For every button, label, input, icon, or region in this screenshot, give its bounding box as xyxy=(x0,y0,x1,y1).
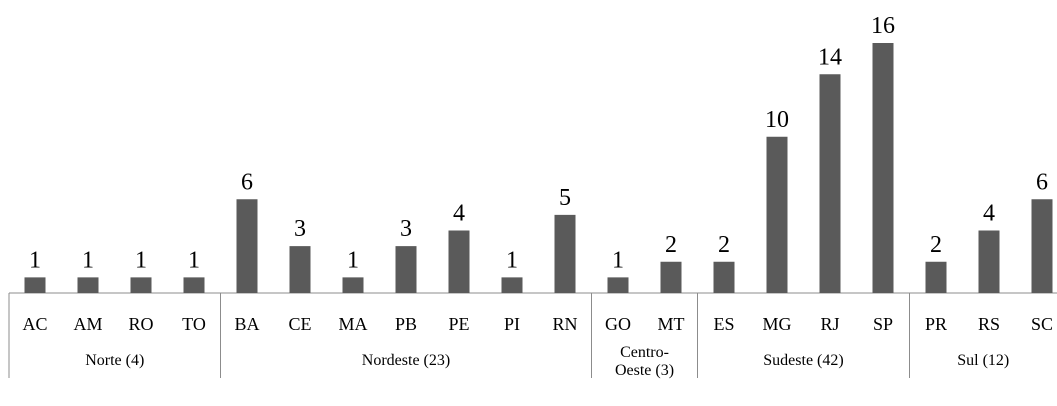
bar-rj xyxy=(819,74,841,293)
data-label-es: 2 xyxy=(718,232,730,258)
data-label-rn: 5 xyxy=(559,185,571,211)
group-label-2-line0: Centro- xyxy=(620,344,669,361)
bar-sc xyxy=(1031,199,1053,293)
data-label-rj: 14 xyxy=(818,44,842,70)
group-label-0: Norte (4) xyxy=(85,352,144,369)
bar-ba xyxy=(236,199,258,293)
tick-label-am: AM xyxy=(73,314,102,334)
data-label-am: 1 xyxy=(82,247,94,273)
data-label-to: 1 xyxy=(188,247,200,273)
group-label-4: Sul (12) xyxy=(957,352,1009,369)
tick-label-rj: RJ xyxy=(820,314,839,334)
tick-label-rn: RN xyxy=(552,314,577,334)
bar-mg xyxy=(766,136,788,293)
bar-rn xyxy=(554,214,576,293)
tick-label-ac: AC xyxy=(22,314,47,334)
tick-label-to: TO xyxy=(182,314,206,334)
bar-ce xyxy=(289,246,311,293)
bar-pb xyxy=(395,246,417,293)
tick-label-mt: MT xyxy=(658,314,685,334)
bar-mt xyxy=(660,261,682,293)
bar-pr xyxy=(925,261,947,293)
tick-label-pr: PR xyxy=(925,314,947,334)
tick-label-pi: PI xyxy=(504,314,520,334)
bar-to xyxy=(183,277,205,293)
tick-label-go: GO xyxy=(605,314,631,334)
tick-label-sc: SC xyxy=(1031,314,1053,334)
data-label-ma: 1 xyxy=(347,247,359,273)
bar-pe xyxy=(448,230,470,293)
bar-am xyxy=(77,277,99,293)
data-label-ce: 3 xyxy=(294,216,306,242)
data-label-ro: 1 xyxy=(135,247,147,273)
data-label-mg: 10 xyxy=(765,107,789,133)
tick-label-pb: PB xyxy=(395,314,417,334)
bar-rs xyxy=(978,230,1000,293)
tick-label-es: ES xyxy=(713,314,734,334)
data-label-ba: 6 xyxy=(241,169,253,195)
data-label-pr: 2 xyxy=(930,232,942,258)
bar-es xyxy=(713,261,735,293)
group-label-3: Sudeste (42) xyxy=(763,352,843,369)
bar-ac xyxy=(24,277,46,293)
tick-label-ro: RO xyxy=(128,314,153,334)
data-label-ac: 1 xyxy=(29,247,41,273)
data-label-pe: 4 xyxy=(453,201,465,227)
bar-ma xyxy=(342,277,364,293)
bar-pi xyxy=(501,277,523,293)
data-label-rs: 4 xyxy=(983,201,995,227)
tick-label-pe: PE xyxy=(448,314,469,334)
tick-label-ba: BA xyxy=(234,314,259,334)
data-label-sp: 16 xyxy=(871,13,895,39)
data-label-pi: 1 xyxy=(506,247,518,273)
data-label-mt: 2 xyxy=(665,232,677,258)
tick-label-sp: SP xyxy=(873,314,893,334)
tick-label-mg: MG xyxy=(762,314,791,334)
data-label-pb: 3 xyxy=(400,216,412,242)
bar-sp xyxy=(872,43,894,293)
bar-ro xyxy=(130,277,152,293)
tick-label-ma: MA xyxy=(338,314,367,334)
bar-go xyxy=(607,277,629,293)
tick-label-rs: RS xyxy=(978,314,1000,334)
data-label-sc: 6 xyxy=(1036,169,1048,195)
group-label-1: Nordeste (23) xyxy=(362,352,450,369)
group-label-2-line1: Oeste (3) xyxy=(615,362,674,379)
data-label-go: 1 xyxy=(612,247,624,273)
tick-label-ce: CE xyxy=(288,314,311,334)
